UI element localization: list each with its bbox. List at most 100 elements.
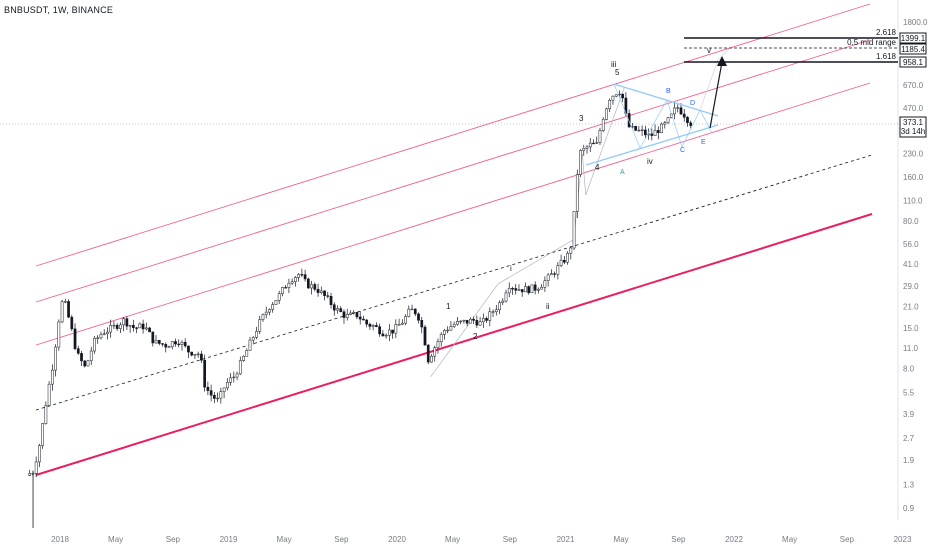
- candle-body: [144, 327, 148, 330]
- candle-body: [465, 319, 469, 324]
- candle-body: [200, 353, 203, 361]
- candle-body: [303, 274, 307, 280]
- candle-body: [621, 93, 625, 99]
- price-tick-label: 11.0: [903, 344, 919, 353]
- candle-body: [417, 313, 420, 321]
- candle-body: [164, 344, 168, 348]
- candle-body: [601, 119, 605, 131]
- candle-body: [232, 376, 236, 379]
- candle-body: [271, 304, 275, 310]
- candle-body: [177, 343, 181, 346]
- price-axis[interactable]: 0.9 1.3 1.9 2.7 3.9 5.5 8.0 11.0 15.0 21.0 29.0 41.…: [903, 18, 928, 513]
- candle-body: [96, 337, 100, 339]
- candle-body: [268, 309, 271, 313]
- corrective-label-a: A: [620, 169, 625, 176]
- corrective-label-d: D: [690, 100, 695, 107]
- projection-gray-path: [699, 47, 731, 111]
- channel-top-line[interactable]: [35, 3, 871, 267]
- corrective-label-c: C: [680, 147, 685, 154]
- price-tick-label: 80.0: [903, 217, 919, 226]
- candle-body: [242, 356, 245, 361]
- channel-lines: [35, 3, 873, 476]
- candle-body: [60, 301, 64, 323]
- candle-body: [112, 324, 116, 327]
- time-tick-label: Sep: [503, 535, 518, 544]
- candle-body: [125, 318, 129, 327]
- candle-body: [339, 308, 343, 312]
- candle-body: [336, 308, 339, 311]
- candle-body: [154, 339, 158, 344]
- candle-body: [319, 290, 323, 293]
- candle-body: [537, 288, 540, 291]
- candle-body: [57, 321, 61, 348]
- candle-body: [229, 377, 232, 383]
- time-tick-label: May: [614, 535, 629, 544]
- candle-body: [352, 312, 356, 314]
- wave-count-path: [430, 87, 625, 378]
- candle-body: [161, 343, 164, 345]
- candle-body: [381, 333, 385, 337]
- candle-body: [89, 350, 93, 361]
- candle-body: [391, 329, 394, 334]
- candle-body: [323, 290, 326, 296]
- channel-upper-line[interactable]: [35, 39, 871, 303]
- candle-body: [255, 331, 258, 338]
- symbol-title: BNBUSDT, 1W, BINANCE: [4, 5, 114, 15]
- candle-body: [511, 288, 514, 290]
- candle-body: [407, 308, 411, 317]
- candle-body: [63, 301, 67, 303]
- candle-body: [122, 318, 125, 326]
- candle-body: [514, 288, 518, 291]
- wave-label-2: 2: [473, 332, 478, 341]
- wave-label-iv: iv: [647, 157, 653, 166]
- time-axis[interactable]: 2018 May Sep 2019 May Sep 2020 May Sep 2021 May Sep…: [51, 535, 912, 544]
- candle-body: [530, 284, 534, 294]
- candle-body: [193, 353, 197, 356]
- candle-body: [326, 295, 330, 297]
- candle-body: [673, 107, 676, 115]
- candle-body: [284, 287, 288, 289]
- wave-label-ii: ii: [546, 302, 550, 311]
- candle-body: [86, 360, 90, 367]
- candle-body: [430, 355, 433, 363]
- candle-body: [51, 369, 54, 385]
- candle-body: [394, 324, 398, 334]
- candle-body: [157, 339, 161, 344]
- candle-body: [225, 382, 229, 389]
- candle-body: [70, 316, 74, 330]
- candle-body: [400, 322, 404, 325]
- candle-body: [362, 318, 365, 321]
- wave-label-v: v: [707, 46, 711, 55]
- candle-body: [342, 311, 346, 318]
- candle-body: [588, 142, 592, 148]
- channel-mid-line[interactable]: [35, 82, 871, 346]
- candle-body: [388, 329, 391, 336]
- candle-body: [433, 347, 437, 357]
- candle-body: [540, 287, 544, 290]
- candle-body: [527, 286, 531, 294]
- candle-body: [44, 405, 48, 424]
- time-tick-label: 2020: [388, 535, 406, 544]
- candle-body: [180, 341, 184, 345]
- time-tick-label: Sep: [671, 535, 686, 544]
- candle-body: [187, 345, 190, 353]
- candle-body: [660, 123, 663, 133]
- candle-body: [494, 309, 498, 313]
- candle-body: [689, 122, 693, 126]
- candle-body: [109, 325, 113, 333]
- channel-median-dashed[interactable]: [35, 154, 873, 411]
- candle-body: [595, 142, 599, 144]
- candle-body: [80, 353, 83, 362]
- candle-body: [196, 353, 200, 356]
- candle-body: [281, 287, 284, 294]
- candle-body: [611, 95, 615, 101]
- candle-body: [41, 423, 44, 446]
- candle-body: [614, 94, 618, 97]
- fib-badge-mid: 1185.4: [901, 45, 925, 54]
- triangle-lower-line[interactable]: [585, 124, 719, 166]
- candle-body: [504, 292, 508, 302]
- candle-body: [491, 311, 495, 313]
- price-tick-label: 0.9: [903, 504, 915, 513]
- wave-label-i: i: [510, 264, 512, 273]
